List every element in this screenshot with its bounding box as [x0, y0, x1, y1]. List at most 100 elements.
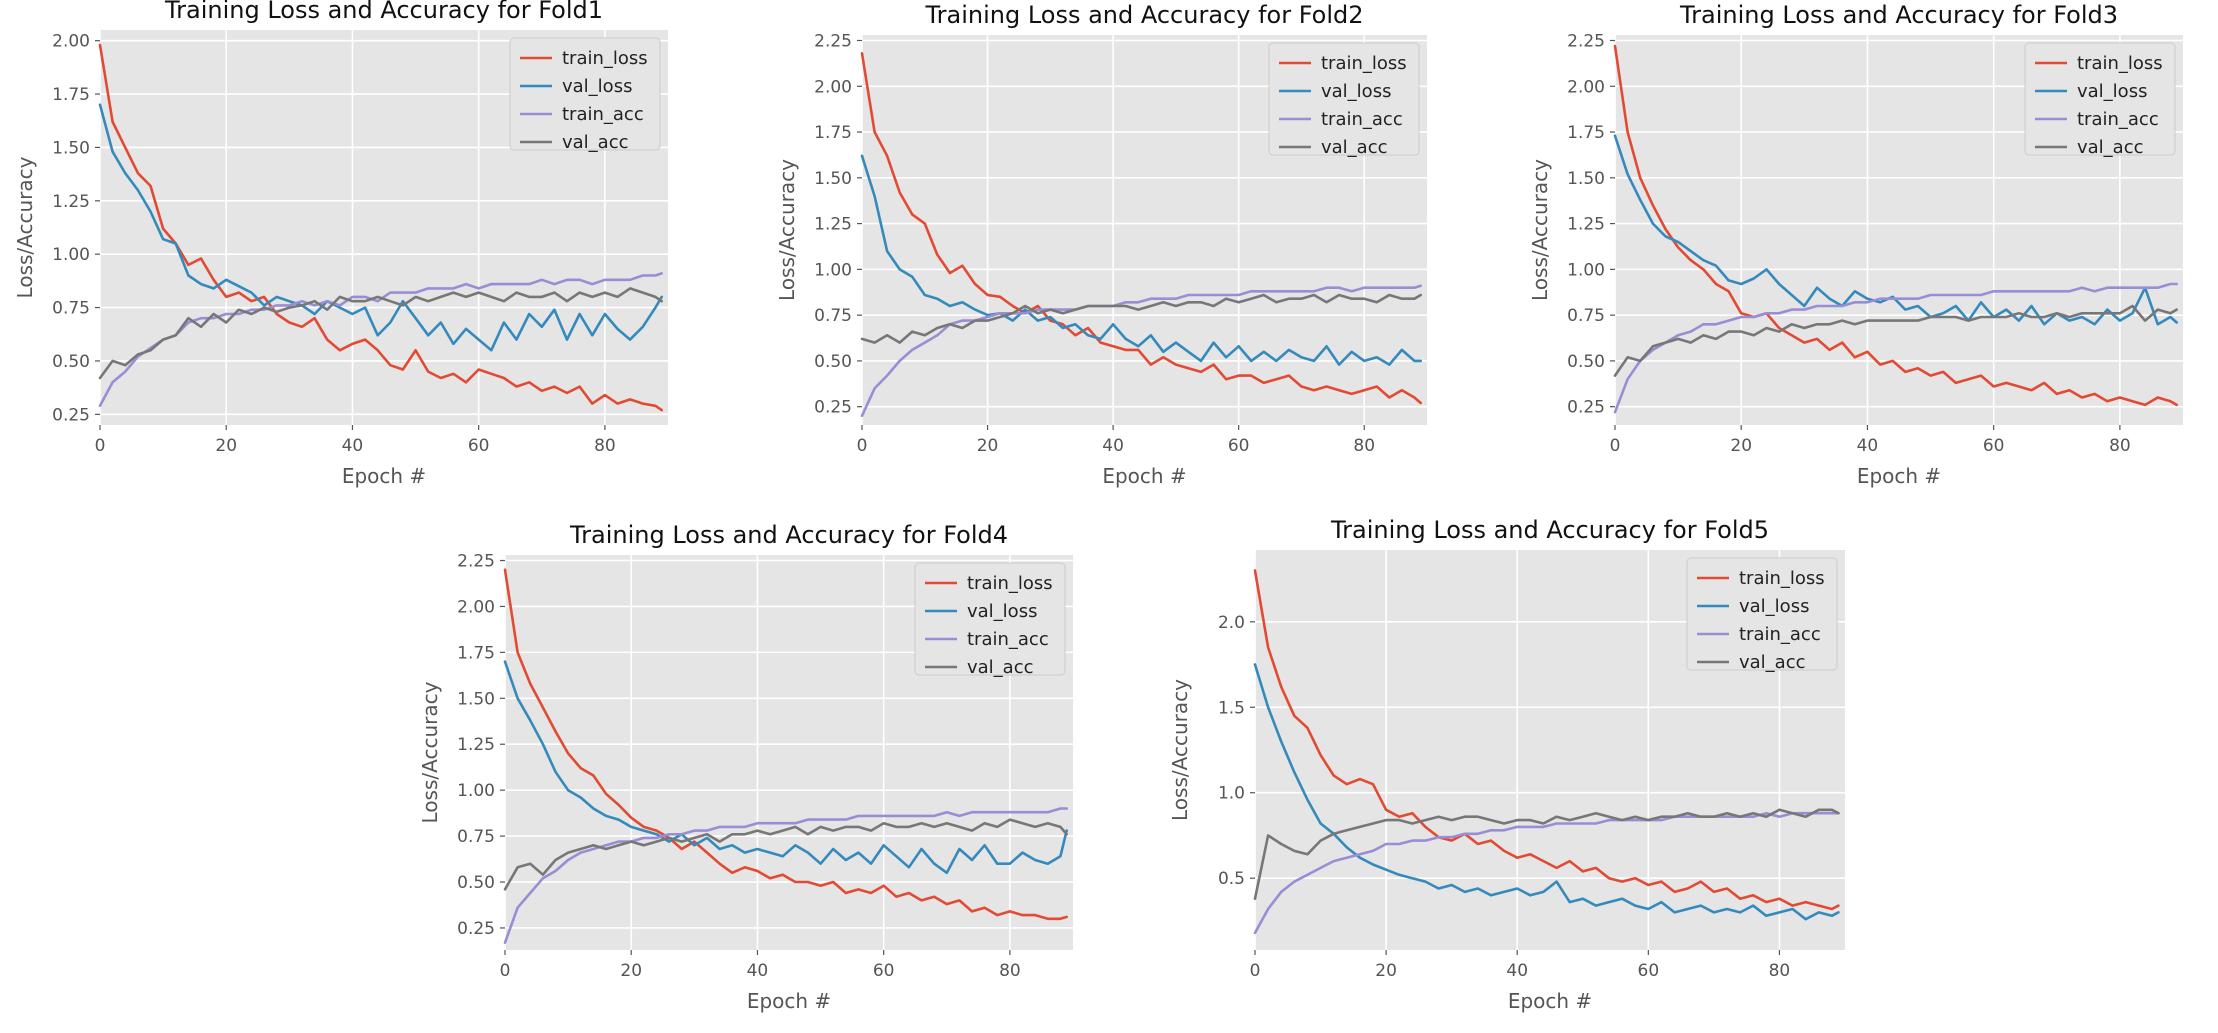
chart-fold3: 0 20 40 60 80 0.25 0.50 0.75 1.00 1.25 1.50 1.75 2.0…: [1528, 1, 2183, 488]
x-tick-label: 0: [1250, 961, 1261, 981]
legend-label-train-acc: train_acc: [562, 104, 644, 125]
series-line-train-acc: [1613, 282, 2178, 414]
x-tick-label: 80: [1353, 436, 1375, 456]
legend-box: [2024, 42, 2176, 156]
series-line-train-loss: [1253, 569, 1840, 911]
series-line-val-loss: [503, 660, 1068, 875]
series-line-train-acc: [860, 284, 1422, 418]
y-tick-label: 2.25: [814, 31, 852, 51]
x-tick-label: 0: [95, 436, 106, 456]
legend-label-val-acc: val_acc: [967, 657, 1034, 678]
x-tick-label: 40: [1857, 436, 1879, 456]
y-tick-label: 2.00: [52, 32, 90, 52]
x-axis-label: Epoch #: [747, 989, 831, 1013]
y-axis-label: Loss/Accuracy: [418, 681, 442, 823]
y-tick-label: 1.5: [1218, 698, 1245, 718]
x-tick-label: 20: [1730, 436, 1752, 456]
y-tick-label: 0.50: [814, 352, 852, 372]
legend-label-train-loss: train_loss: [1321, 53, 1407, 74]
x-tick-label: 20: [977, 436, 999, 456]
y-tick-label: 2.00: [457, 597, 495, 617]
x-tick-label: 60: [1638, 961, 1660, 981]
y-tick-label: 0.5: [1218, 869, 1245, 889]
x-tick-label: 80: [1769, 961, 1791, 981]
chart-title: Training Loss and Accuracy for Fold2: [924, 1, 1363, 29]
legend: train_loss val_loss train_acc val_acc: [1268, 42, 1420, 158]
x-axis-label: Epoch #: [342, 464, 426, 488]
series-line-val-loss: [1253, 663, 1840, 921]
legend-label-train-loss: train_loss: [1739, 568, 1825, 589]
y-tick-label: 0.75: [1567, 306, 1605, 326]
x-tick-label: 40: [1506, 961, 1528, 981]
y-tick-label: 1.50: [814, 169, 852, 189]
y-tick-label: 1.00: [52, 245, 90, 265]
legend-label-train-acc: train_acc: [967, 629, 1049, 650]
x-tick-label: 20: [1375, 961, 1397, 981]
series-line-train-acc: [98, 272, 664, 408]
legend-label-train-acc: train_acc: [2077, 109, 2159, 130]
legend-label-train-acc: train_acc: [1739, 624, 1821, 645]
y-tick-label: 2.0: [1218, 613, 1245, 633]
x-axis-label: Epoch #: [1508, 989, 1592, 1013]
legend-label-train-loss: train_loss: [562, 48, 648, 69]
legend-box: [509, 37, 661, 151]
y-axis-label: Loss/Accuracy: [775, 159, 799, 301]
x-tick-label: 60: [468, 436, 490, 456]
y-axis-label: Loss/Accuracy: [1168, 679, 1192, 821]
series-line-val-loss: [860, 154, 1422, 366]
series-line-val-loss: [1613, 134, 2178, 326]
legend: train_loss val_loss train_acc val_acc: [1686, 557, 1838, 673]
series-line-val-acc: [503, 818, 1068, 891]
legend-label-val-loss: val_loss: [1321, 81, 1391, 102]
y-tick-label: 2.25: [457, 552, 495, 572]
y-tick-label: 1.75: [814, 123, 852, 143]
legend-label-val-acc: val_acc: [1739, 652, 1806, 673]
y-tick-label: 2.00: [1567, 77, 1605, 97]
chart-fold2: 0 20 40 60 80 0.25 0.50 0.75 1.00 1.25 1.50 1.75 2.0…: [775, 1, 1427, 488]
y-tick-label: 1.00: [1567, 260, 1605, 280]
x-tick-label: 0: [500, 961, 511, 981]
series-line-train-acc: [1253, 811, 1840, 935]
chart-fold4: 0 20 40 60 80 0.25 0.50 0.75 1.00 1.25 1.50 1.75 2.0…: [418, 521, 1073, 1013]
legend-box: [914, 562, 1066, 676]
y-axis-label: Loss/Accuracy: [1528, 159, 1552, 301]
x-tick-label: 80: [594, 436, 616, 456]
series-line-train-loss: [98, 43, 664, 412]
x-tick-label: 60: [873, 961, 895, 981]
y-tick-label: 0.75: [814, 306, 852, 326]
legend-label-val-loss: val_loss: [2077, 81, 2147, 102]
legend-label-train-loss: train_loss: [2077, 53, 2163, 74]
legend-label-val-acc: val_acc: [562, 132, 629, 153]
series-line-train-loss: [860, 51, 1422, 405]
legend: train_loss val_loss train_acc val_acc: [509, 37, 661, 153]
y-tick-label: 1.00: [814, 260, 852, 280]
legend-box: [1268, 42, 1420, 156]
legend-label-train-loss: train_loss: [967, 573, 1053, 594]
y-tick-label: 0.25: [457, 919, 495, 939]
chart-fold1: 0 20 40 60 80 0.25 0.50 0.75 1.00 1.25 1.50 1.75 2.0…: [13, 0, 668, 488]
chart-title: Training Loss and Accuracy for Fold5: [1330, 516, 1769, 544]
y-tick-label: 1.25: [1567, 215, 1605, 235]
legend-label-val-loss: val_loss: [562, 76, 632, 97]
y-tick-label: 1.50: [457, 689, 495, 709]
x-tick-label: 60: [1228, 436, 1250, 456]
x-axis-label: Epoch #: [1102, 464, 1186, 488]
series-line-val-acc: [860, 293, 1422, 344]
y-tick-label: 0.50: [1567, 352, 1605, 372]
y-tick-label: 1.25: [457, 735, 495, 755]
y-tick-label: 1.75: [1567, 123, 1605, 143]
chart-title: Training Loss and Accuracy for Fold4: [569, 521, 1008, 549]
x-tick-label: 20: [215, 436, 237, 456]
series-line-train-loss: [1613, 44, 2178, 407]
y-tick-label: 0.50: [457, 873, 495, 893]
y-tick-label: 0.75: [457, 827, 495, 847]
legend-box: [1686, 557, 1838, 671]
x-tick-label: 0: [1610, 436, 1621, 456]
series-line-val-acc: [98, 287, 664, 380]
legend-label-val-acc: val_acc: [2077, 137, 2144, 158]
y-axis-label: Loss/Accuracy: [13, 156, 37, 298]
x-tick-label: 80: [2109, 436, 2131, 456]
series-line-train-loss: [503, 568, 1068, 921]
x-tick-label: 60: [1983, 436, 2005, 456]
